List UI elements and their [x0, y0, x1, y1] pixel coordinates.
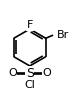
Text: O: O [8, 68, 17, 78]
Text: Cl: Cl [24, 80, 35, 90]
Text: S: S [26, 67, 34, 80]
Text: F: F [27, 20, 33, 30]
Text: O: O [43, 68, 52, 78]
Text: Br: Br [57, 30, 69, 40]
